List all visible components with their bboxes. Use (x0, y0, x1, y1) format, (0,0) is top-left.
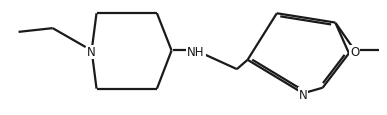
Text: O: O (350, 46, 360, 59)
Text: N: N (299, 89, 308, 101)
Text: NH: NH (187, 46, 205, 59)
Text: N: N (87, 46, 96, 59)
